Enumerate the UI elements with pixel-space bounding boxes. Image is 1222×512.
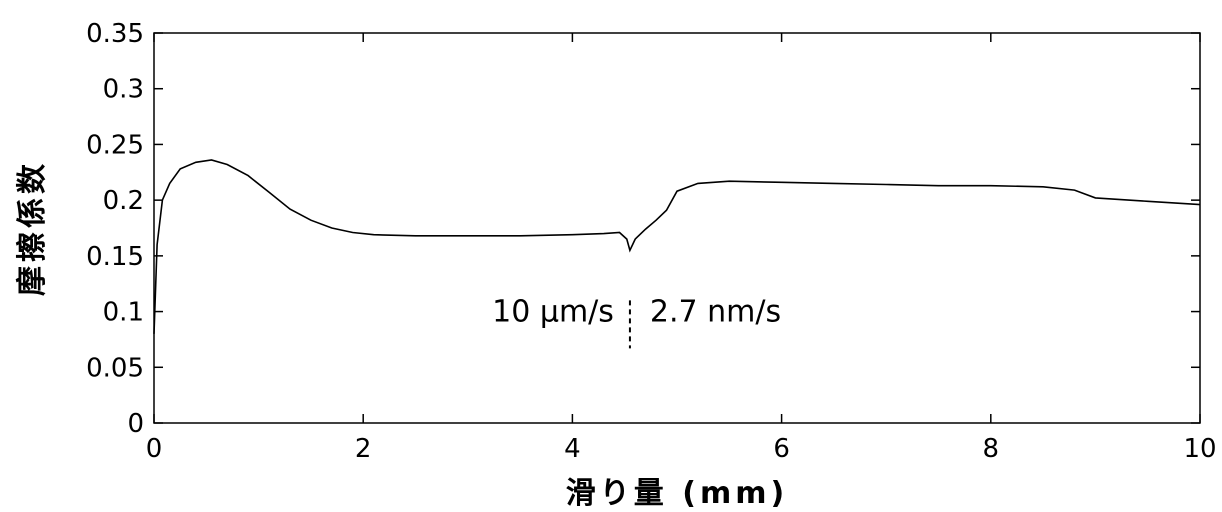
y-tick-labels: 0 0.05 0.1 0.15 0.2 0.25 0.3 0.35 — [86, 19, 144, 439]
x-tick-label: 8 — [983, 434, 1000, 464]
y-tick-label: 0.2 — [103, 186, 144, 216]
x-tick-label: 6 — [773, 434, 790, 464]
y-tick-label: 0.3 — [103, 75, 144, 105]
y-tick-label: 0.35 — [86, 19, 144, 49]
x-tick-labels: 0 2 4 6 8 10 — [146, 434, 1217, 464]
y-axis-label: 摩擦係数 — [15, 160, 50, 296]
x-axis-label: 滑り量 (mm) — [566, 476, 788, 511]
x-tick-label: 0 — [146, 434, 163, 464]
axis-ticks — [153, 32, 1201, 424]
x-tick-label: 2 — [355, 434, 372, 464]
y-tick-label: 0.05 — [86, 353, 144, 383]
y-tick-label: 0 — [127, 409, 144, 439]
y-tick-label: 0.25 — [86, 130, 144, 160]
annotation-right-speed: 2.7 nm/s — [650, 295, 781, 330]
friction-series-line — [153, 159, 1201, 334]
y-tick-label: 0.1 — [103, 298, 144, 328]
y-tick-label: 0.15 — [86, 242, 144, 272]
annotation-left-speed: 10 μm/s — [492, 295, 614, 330]
x-tick-label: 10 — [1183, 434, 1216, 464]
plot-frame — [153, 32, 1201, 424]
x-tick-label: 4 — [564, 434, 581, 464]
